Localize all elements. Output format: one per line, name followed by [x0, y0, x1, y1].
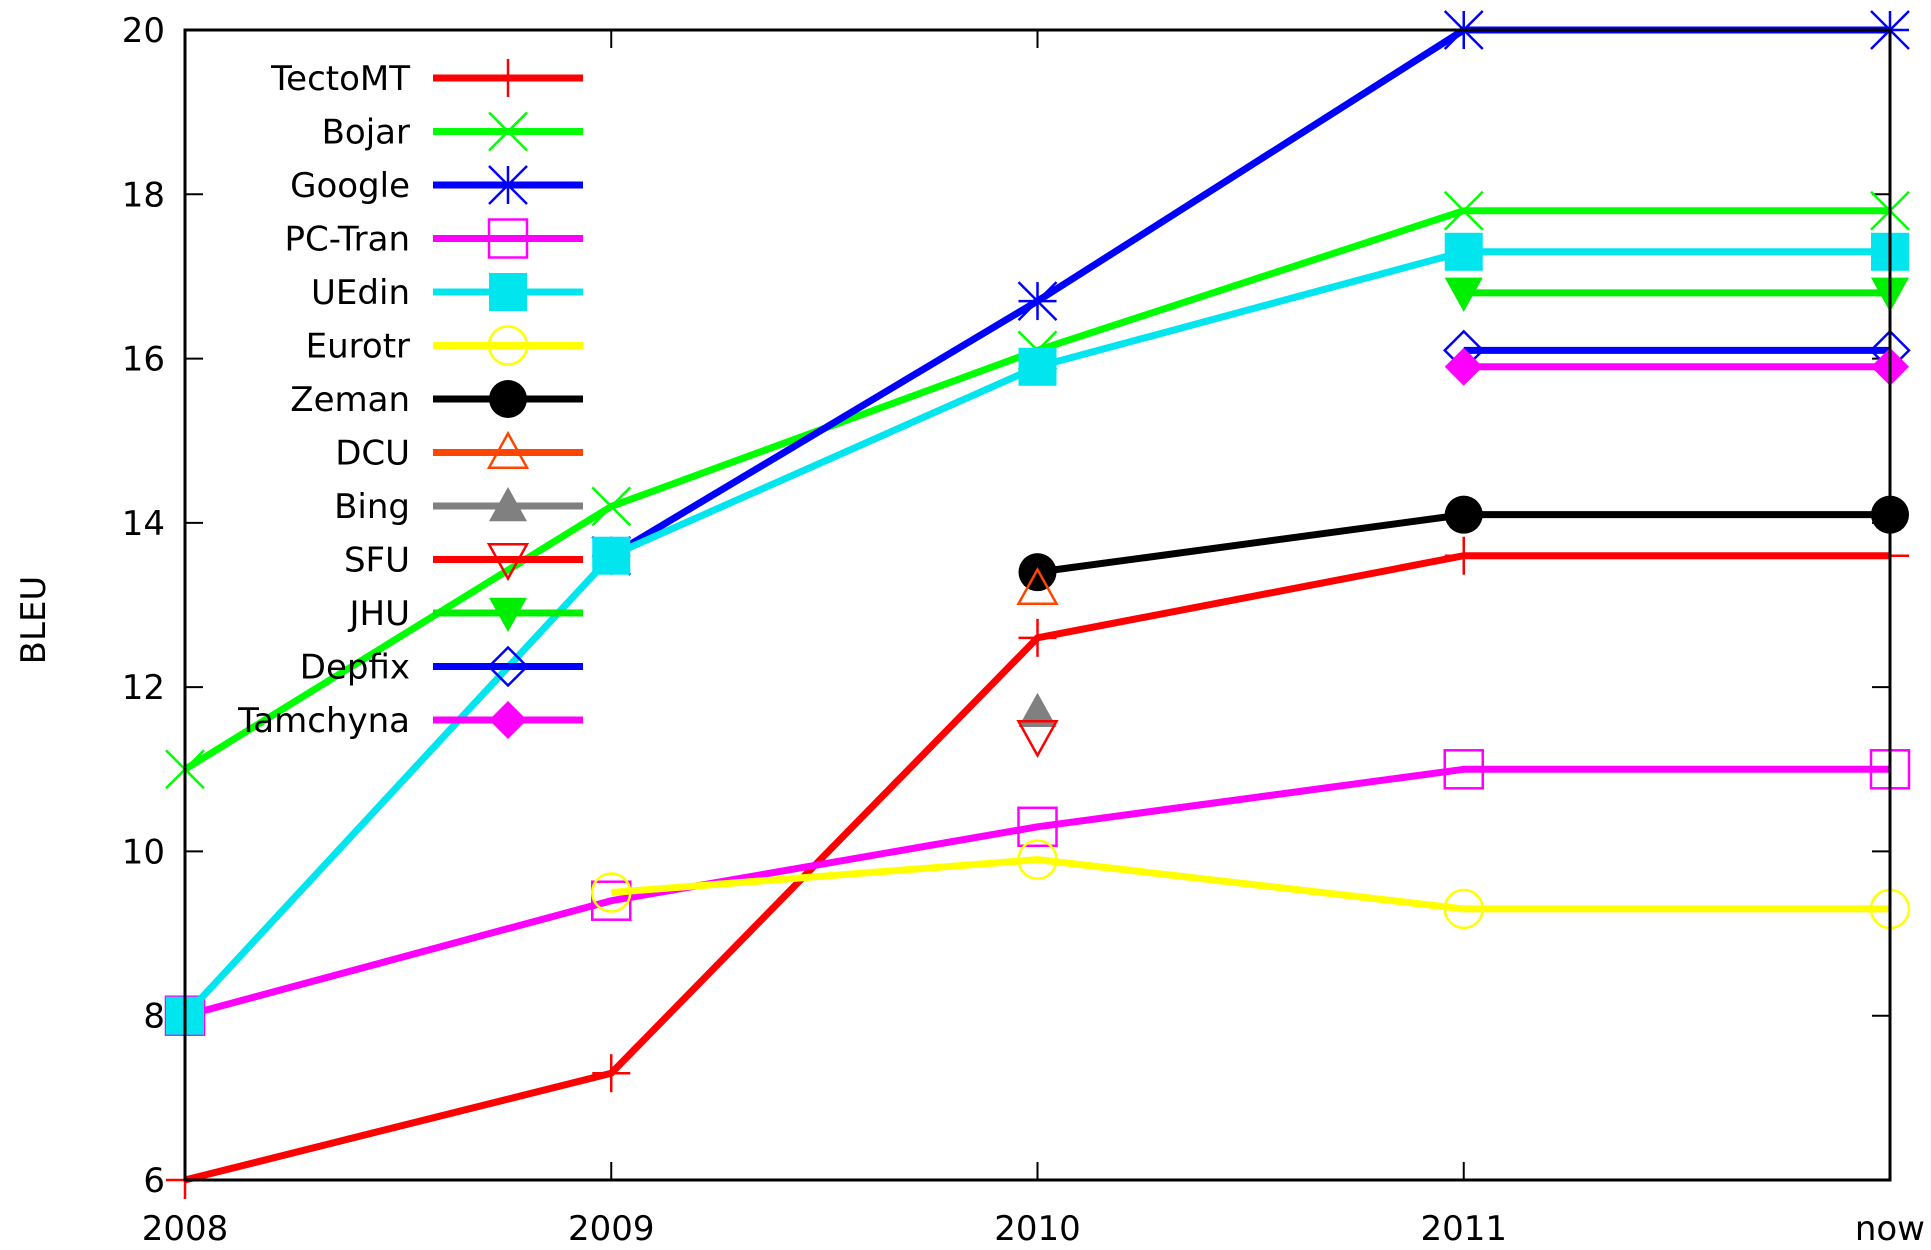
legend-marker-tamchyna: [489, 701, 527, 739]
data-point-bing: [1018, 692, 1057, 727]
y-tick-label: 8: [143, 997, 165, 1037]
legend-label: TectoMT: [270, 59, 410, 99]
legend-entry-eurotr: Eurotr: [306, 325, 583, 367]
data-point-tectomt: [1018, 618, 1057, 657]
legend-entry-bing: Bing: [334, 487, 583, 527]
y-tick-label: 16: [122, 340, 165, 380]
data-point-tectomt: [1444, 536, 1483, 575]
data-point-pc-tran: [1017, 806, 1058, 848]
data-point-uedin: [1444, 232, 1483, 271]
legend-entry-sfu: SFU: [344, 541, 583, 582]
legend-label: Bing: [334, 487, 410, 527]
legend-entry-zeman: Zeman: [290, 380, 583, 420]
legend-marker-jhu: [489, 597, 527, 632]
data-point-google: [1017, 281, 1058, 321]
series-eurotr: [591, 839, 1911, 930]
legend: TectoMT Bojar Google PC-Tran UEdin Eurotr Zema…: [237, 59, 583, 741]
legend-marker-google: [488, 165, 528, 205]
legend-label: Zeman: [290, 380, 410, 420]
series-sfu: [1016, 719, 1059, 759]
legend-entry-google: Google: [290, 165, 583, 206]
data-point-pc-tran: [1443, 749, 1484, 790]
legend-entry-tamchyna: Tamchyna: [237, 701, 583, 741]
x-tick-label: 2009: [568, 1209, 655, 1249]
legend-label: UEdin: [311, 273, 410, 313]
data-point-pc-tran: [591, 880, 632, 921]
data-point-eurotr: [1017, 839, 1058, 880]
legend-marker-pc-tran: [487, 218, 529, 259]
data-point-uedin: [1018, 347, 1057, 386]
data-point-sfu: [1016, 719, 1059, 759]
legend-label: Tamchyna: [237, 701, 410, 741]
legend-label: Eurotr: [306, 327, 410, 367]
series-tectomt: [166, 536, 1909, 1199]
x-tick-label: 2008: [142, 1209, 229, 1249]
y-tick-label: 14: [122, 504, 165, 544]
plot-frame: [183, 28, 1892, 1182]
y-tick-label: 12: [122, 668, 165, 708]
legend-marker-bing: [489, 487, 527, 522]
data-point-uedin: [592, 536, 631, 575]
series-bing: [1018, 692, 1057, 727]
ticks: 6 8 10 12 14 16 18 20 2008 2009 2010 2011 now: [122, 11, 1925, 1249]
legend-label: SFU: [344, 541, 410, 581]
series-line-pc-tran: [184, 765, 1890, 1020]
series-dcu: [1016, 566, 1059, 606]
series-jhu: [1444, 277, 1909, 312]
legend-marker-dcu: [486, 430, 530, 469]
legend-label: Bojar: [322, 113, 410, 153]
legend-marker-uedin: [489, 273, 527, 311]
y-tick-label: 6: [143, 1161, 165, 1201]
series-tamchyna: [1444, 347, 1909, 386]
data-point-bojar: [1443, 190, 1484, 231]
legend-label: DCU: [335, 434, 410, 474]
legend-label: JHU: [348, 594, 410, 634]
data-point-jhu: [1444, 277, 1483, 312]
x-tick-label: 2011: [1420, 1209, 1507, 1249]
data-point-tamchyna: [1444, 347, 1483, 386]
y-tick-label: 10: [122, 832, 165, 872]
data-point-eurotr: [591, 872, 632, 913]
series-pc-tran: [164, 749, 1911, 1036]
legend-entry-depfix: Depfix: [300, 645, 583, 688]
legend-label: Google: [290, 166, 410, 206]
legend-marker-depfix: [487, 645, 529, 688]
data-point-zeman: [1444, 495, 1483, 534]
legend-entry-bojar: Bojar: [322, 111, 583, 153]
x-tick-label: 2010: [994, 1209, 1081, 1249]
legend-label: PC-Tran: [284, 220, 410, 260]
legend-marker-eurotr: [487, 325, 529, 366]
y-tick-label: 20: [122, 11, 165, 51]
x-tick-label: now: [1855, 1209, 1925, 1249]
legend-marker-tectomt: [489, 59, 527, 97]
y-axis-label: BLEU: [14, 576, 54, 665]
legend-entry-dcu: DCU: [335, 430, 583, 474]
series-line-eurotr: [610, 856, 1890, 913]
legend-entry-pc-tran: PC-Tran: [284, 218, 583, 260]
data-point-bojar: [591, 486, 632, 527]
legend-entry-uedin: UEdin: [311, 273, 583, 313]
data-point-dcu: [1016, 566, 1059, 606]
legend-entry-jhu: JHU: [348, 594, 583, 634]
legend-entry-tectomt: TectoMT: [270, 59, 583, 99]
legend-marker-bojar: [488, 111, 528, 152]
legend-marker-sfu: [486, 543, 530, 582]
legend-label: Depfix: [300, 648, 410, 688]
legend-marker-zeman: [489, 380, 527, 418]
data-point-tectomt: [592, 1054, 631, 1093]
y-tick-label: 18: [122, 175, 165, 215]
data-point-eurotr: [1443, 888, 1484, 930]
